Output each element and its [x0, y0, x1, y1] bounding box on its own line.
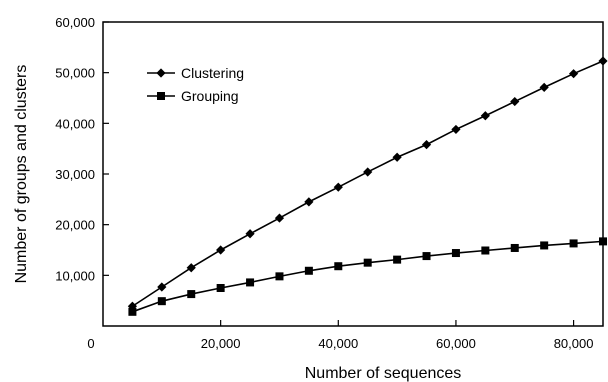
legend-label: Clustering: [181, 65, 244, 81]
data-point-grouping: [393, 255, 402, 264]
data-point-grouping: [128, 307, 137, 316]
legend-label: Grouping: [181, 88, 239, 104]
data-point-grouping: [569, 239, 578, 248]
x-axis-title: Number of sequences: [305, 365, 462, 382]
series-line-grouping: [132, 240, 604, 313]
legend: Clustering Grouping: [147, 65, 244, 104]
data-point-grouping: [187, 290, 196, 299]
y-axis: 10,000 20,000 30,000 40,000 50,000 60,000: [55, 15, 109, 283]
data-point-grouping: [216, 284, 225, 292]
legend-marker-square: [157, 92, 165, 100]
data-point-clustering: [157, 282, 167, 292]
data-point-clustering: [598, 56, 608, 66]
data-point-clustering: [274, 213, 285, 223]
y-tick-label: 20,000: [55, 218, 95, 233]
series-layer: [127, 56, 608, 316]
y-tick-label: 30,000: [55, 167, 95, 182]
data-point-grouping: [422, 252, 431, 261]
data-point-grouping: [275, 272, 284, 281]
legend-marker-diamond: [156, 68, 166, 78]
data-point-clustering: [568, 69, 579, 79]
series-clustering: [127, 56, 608, 311]
data-point-clustering: [539, 82, 549, 92]
y-tick-label: 10,000: [55, 268, 95, 283]
data-point-clustering: [451, 124, 461, 135]
data-point-clustering: [333, 182, 343, 192]
plot-area: [102, 21, 604, 327]
data-point-grouping: [363, 258, 372, 267]
plot-border: [102, 21, 604, 327]
data-point-grouping: [246, 278, 255, 287]
data-point-clustering: [480, 111, 490, 121]
x-tick-label: 40,000: [318, 336, 358, 351]
data-point-grouping: [304, 266, 313, 275]
data-point-grouping: [540, 241, 549, 250]
data-point-clustering: [392, 152, 402, 162]
data-point-grouping: [599, 237, 607, 246]
data-point-clustering: [363, 167, 373, 177]
data-point-grouping: [451, 249, 460, 258]
data-point-clustering: [421, 140, 432, 150]
y-axis-title: Number of groups and clusters: [13, 65, 30, 284]
data-point-clustering: [186, 263, 196, 273]
y-tick-label: 60,000: [55, 15, 95, 30]
data-point-clustering: [304, 197, 314, 207]
y-tick-label: 50,000: [55, 66, 95, 81]
x-tick-label: 80,000: [554, 336, 594, 351]
x-tick-label: 0: [87, 336, 94, 351]
data-point-grouping: [510, 243, 519, 252]
x-tick-label: 60,000: [436, 336, 476, 351]
y-tick-label: 40,000: [55, 116, 95, 131]
data-point-grouping: [334, 262, 343, 271]
data-point-grouping: [481, 246, 490, 255]
data-point-clustering: [216, 245, 226, 255]
x-tick-label: 20,000: [201, 336, 241, 351]
data-point-clustering: [245, 229, 255, 239]
data-point-grouping: [157, 297, 166, 306]
data-point-clustering: [127, 301, 138, 311]
data-point-clustering: [510, 96, 520, 107]
legend-item-clustering: Clustering: [147, 65, 244, 81]
legend-item-grouping: Grouping: [147, 88, 239, 104]
series-grouping: [128, 237, 607, 316]
x-axis: 0 20,000 40,000 60,000 80,000: [87, 320, 593, 351]
